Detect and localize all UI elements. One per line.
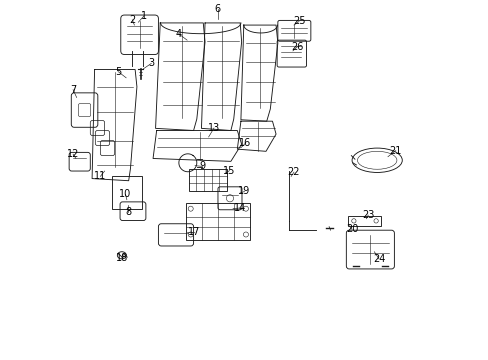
Text: 8: 8 (124, 207, 131, 217)
Text: 26: 26 (291, 42, 303, 51)
Text: 14: 14 (234, 203, 246, 213)
Text: 13: 13 (207, 123, 220, 133)
Text: 11: 11 (94, 171, 106, 181)
Bar (186, 203, 250, 240)
Text: 21: 21 (389, 145, 401, 156)
Bar (188, 168, 226, 191)
Text: 25: 25 (292, 17, 305, 27)
Text: 12: 12 (67, 149, 79, 159)
Text: 7: 7 (70, 85, 76, 95)
FancyBboxPatch shape (121, 15, 158, 54)
Text: 4: 4 (175, 29, 181, 39)
Text: 5: 5 (115, 67, 121, 77)
Text: 22: 22 (287, 167, 300, 177)
Bar (348, 216, 381, 226)
Bar (112, 176, 142, 209)
Text: 17: 17 (188, 227, 200, 237)
Text: 16: 16 (239, 139, 251, 148)
Text: 1: 1 (141, 11, 147, 21)
Text: 6: 6 (214, 4, 220, 14)
Text: 24: 24 (372, 254, 385, 264)
Text: 3: 3 (148, 58, 154, 68)
Text: 23: 23 (361, 210, 374, 220)
Text: 9: 9 (199, 161, 205, 171)
Text: 15: 15 (223, 166, 235, 176)
Text: 18: 18 (116, 253, 128, 263)
Text: 10: 10 (119, 189, 131, 199)
Text: 20: 20 (345, 225, 358, 234)
Text: 19: 19 (238, 186, 250, 197)
Text: 2: 2 (129, 15, 135, 25)
